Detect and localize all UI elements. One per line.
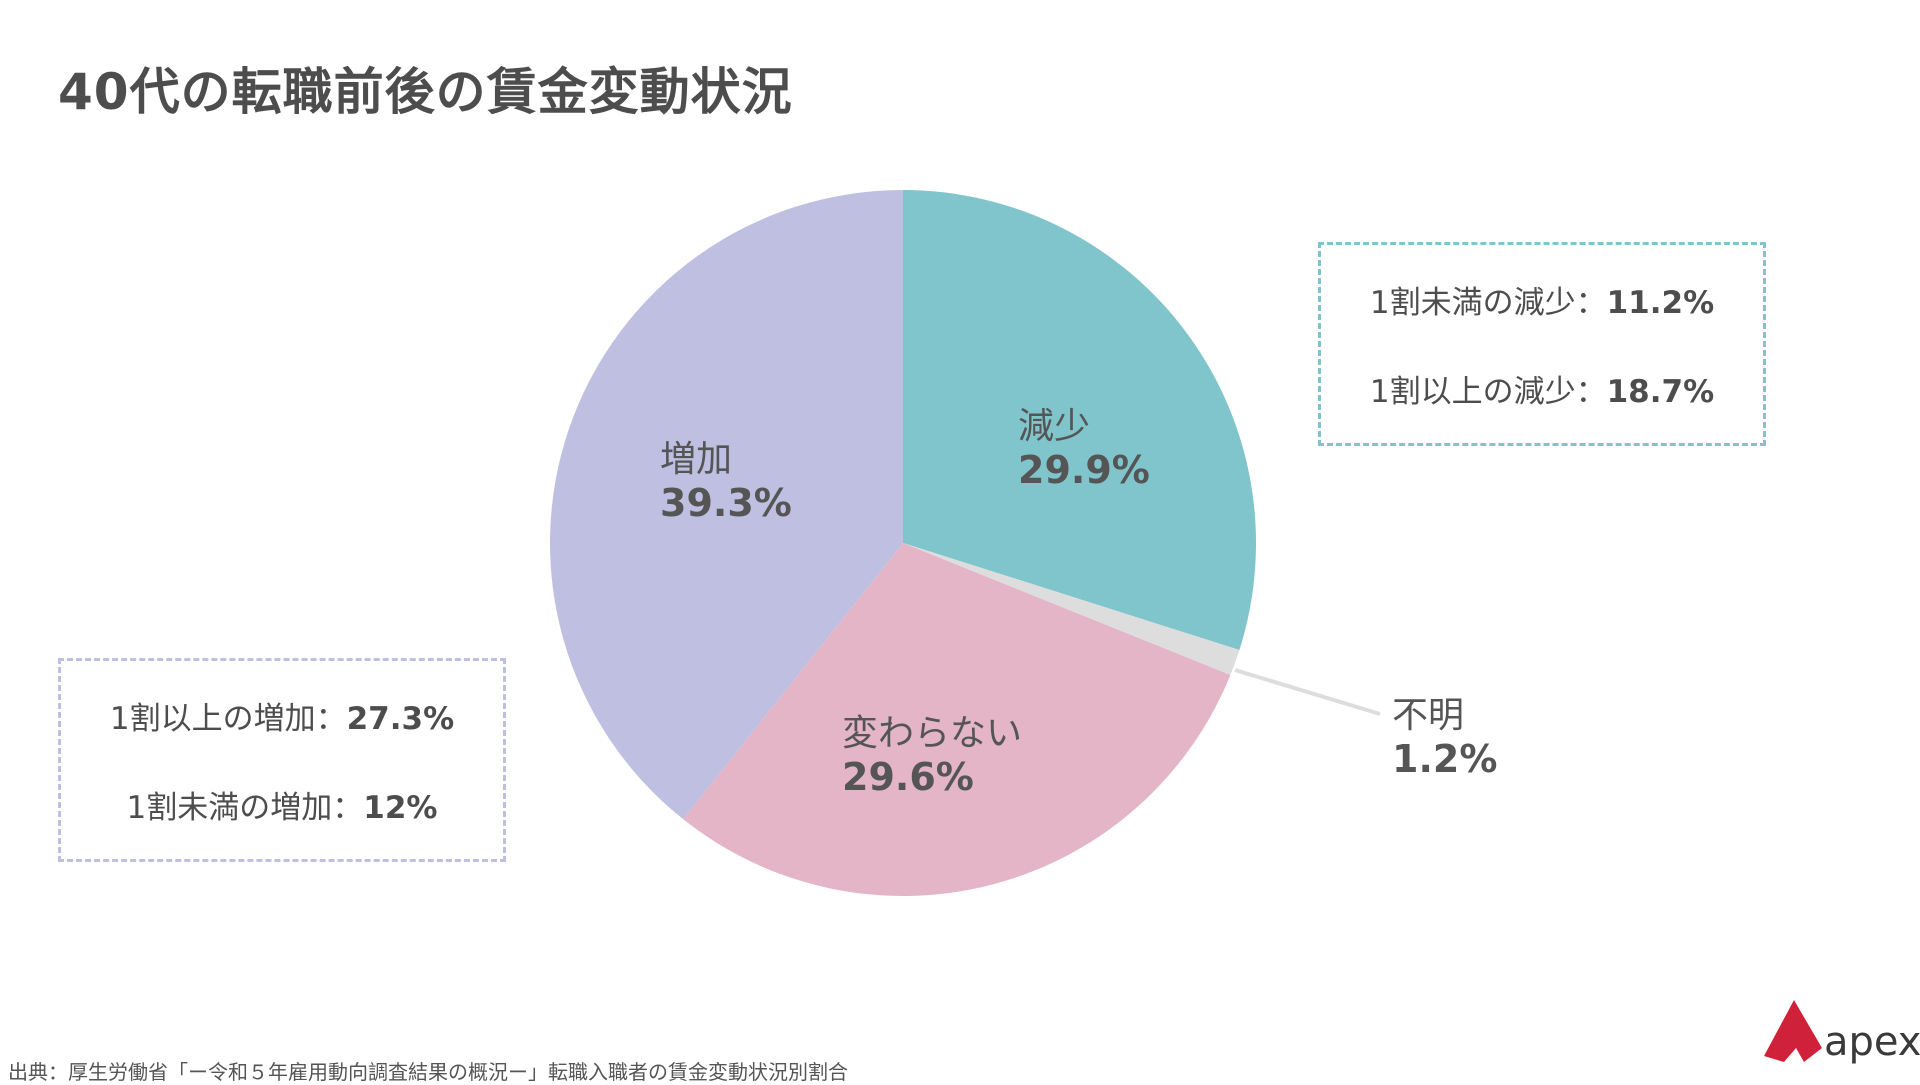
breakdown-label: 1割未満の増加： [126, 790, 364, 826]
breakdown-row: 1割未満の減少：11.2% [1370, 277, 1714, 322]
slice-name-unchanged: 変わらない [842, 713, 1023, 754]
slice-name-unknown: 不明 [1392, 695, 1465, 736]
pie-slice-unknown [903, 543, 1240, 676]
slice-name-decrease: 減少 [1018, 406, 1091, 447]
slice-label-decrease: 減少 29.9% [1018, 405, 1150, 494]
breakdown-label: 1割以上の増加： [109, 701, 347, 737]
increase-breakdown-box: 1割以上の増加：27.3% 1割未満の増加：12% [58, 658, 506, 862]
breakdown-row: 1割以上の減少：18.7% [1370, 366, 1714, 411]
decrease-breakdown-box: 1割未満の減少：11.2% 1割以上の減少：18.7% [1318, 242, 1766, 446]
slice-value-decrease: 29.9% [1018, 448, 1150, 493]
page-title: 40代の転職前後の賃金変動状況 [58, 63, 793, 121]
apex-logo: apex [1764, 1000, 1920, 1062]
slice-value-unchanged: 29.6% [842, 755, 974, 800]
breakdown-value: 18.7% [1606, 374, 1715, 410]
slice-label-unchanged: 変わらない 29.6% [842, 712, 1022, 801]
pie-slice-decrease [903, 189, 1256, 650]
apex-logo-icon [1764, 1000, 1822, 1062]
breakdown-row: 1割未満の増加：12% [127, 782, 438, 827]
apex-logo-text: apex [1824, 1019, 1920, 1065]
source-note: 出典：厚生労働省「ー令和５年雇用動向調査結果の概況ー」転職入職者の賃金変動状況別… [8, 1060, 848, 1084]
unknown-leader-line [1234, 668, 1381, 716]
breakdown-value: 11.2% [1606, 285, 1715, 321]
slice-label-increase: 増加 39.3% [660, 438, 792, 527]
slice-value-increase: 39.3% [660, 481, 792, 526]
pie-slice-increase [549, 189, 903, 820]
breakdown-row: 1割以上の増加：27.3% [110, 693, 454, 738]
slice-label-unknown: 不明 1.2% [1392, 694, 1497, 783]
slice-value-unknown: 1.2% [1392, 737, 1498, 782]
breakdown-label: 1割未満の減少： [1369, 285, 1607, 321]
pie-slice-unchanged [683, 543, 1231, 897]
breakdown-label: 1割以上の減少： [1369, 374, 1607, 410]
breakdown-value: 27.3% [346, 701, 455, 737]
slice-name-increase: 増加 [660, 439, 733, 480]
breakdown-value: 12% [363, 790, 438, 826]
